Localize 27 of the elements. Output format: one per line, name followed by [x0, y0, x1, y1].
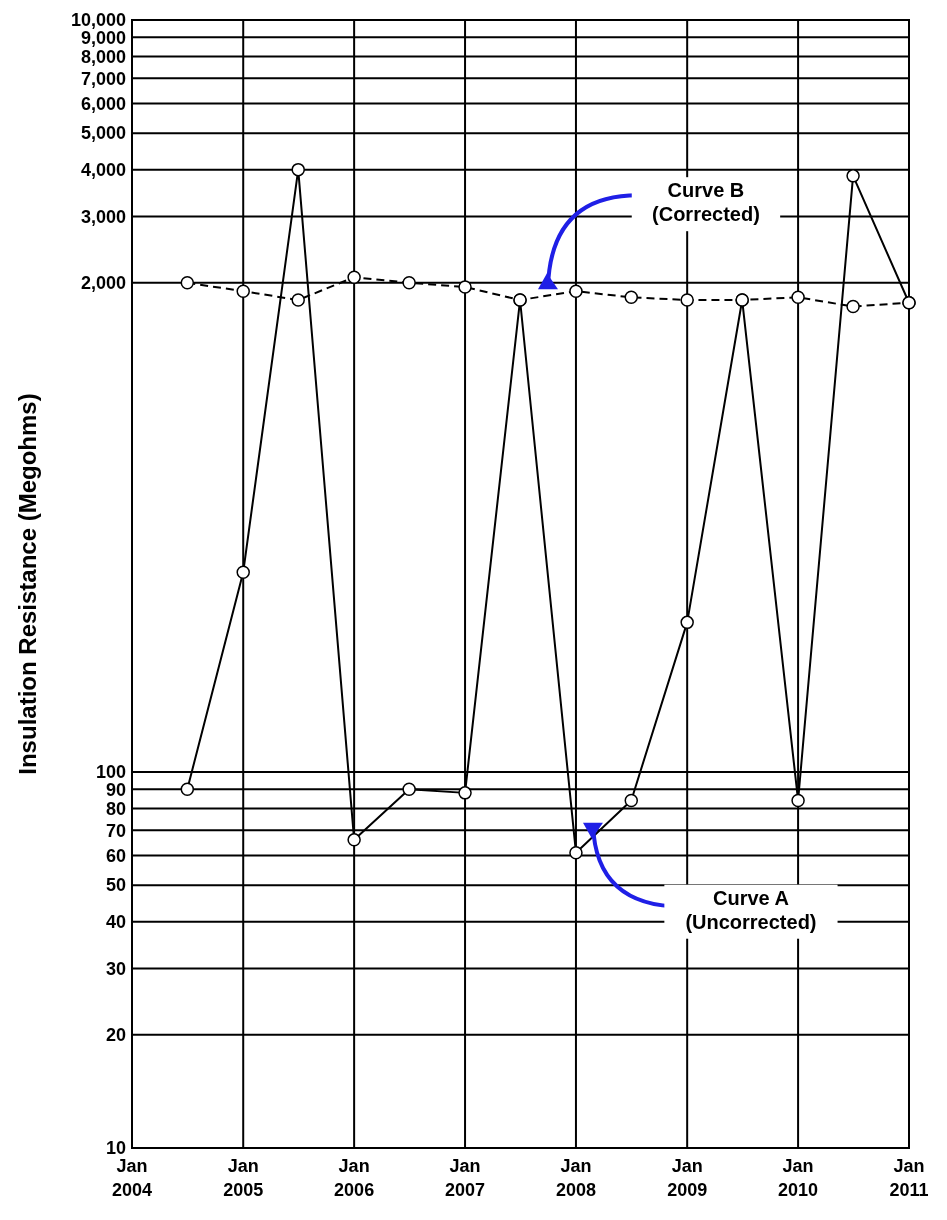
y-tick-label: 80 — [105, 798, 126, 819]
y-tick-label: 30 — [105, 958, 126, 979]
y-tick-label: 20 — [105, 1025, 126, 1046]
y-tick-label: 10 — [105, 1138, 126, 1159]
y-axis-title: Insulation Resistance (Megohms) — [14, 393, 41, 775]
text: Curve A (Uncorrected) — [685, 886, 817, 933]
x-tick-label: Jan 2011 — [889, 1156, 929, 1200]
y-tick-label: 6,000 — [80, 93, 126, 114]
y-tick-label: 7,000 — [80, 68, 126, 89]
x-tick-label: Jan 2006 — [334, 1156, 375, 1200]
x-tick-label: Jan 2009 — [667, 1156, 708, 1200]
x-tick-label: Jan 2008 — [555, 1156, 596, 1200]
y-tick-label: 60 — [105, 845, 126, 866]
y-tick-label: 8,000 — [80, 46, 126, 67]
x-tick-label: Jan 2004 — [111, 1156, 153, 1200]
y-tick-label: 50 — [105, 875, 126, 896]
y-tick-label: 3,000 — [80, 206, 126, 227]
y-tick-label: 4,000 — [80, 159, 126, 180]
y-tick-label: 2,000 — [80, 273, 126, 294]
text: Curve B (Corrected) — [652, 179, 760, 226]
y-tick-label: 70 — [105, 820, 126, 841]
x-tick-label: Jan 2005 — [223, 1156, 264, 1200]
y-tick-label: 5,000 — [80, 123, 126, 144]
y-tick-label: 10,000 — [70, 10, 126, 31]
y-tick-label: 40 — [105, 911, 126, 932]
x-tick-label: Jan 2007 — [445, 1156, 486, 1200]
x-tick-label: Jan 2010 — [778, 1156, 819, 1200]
